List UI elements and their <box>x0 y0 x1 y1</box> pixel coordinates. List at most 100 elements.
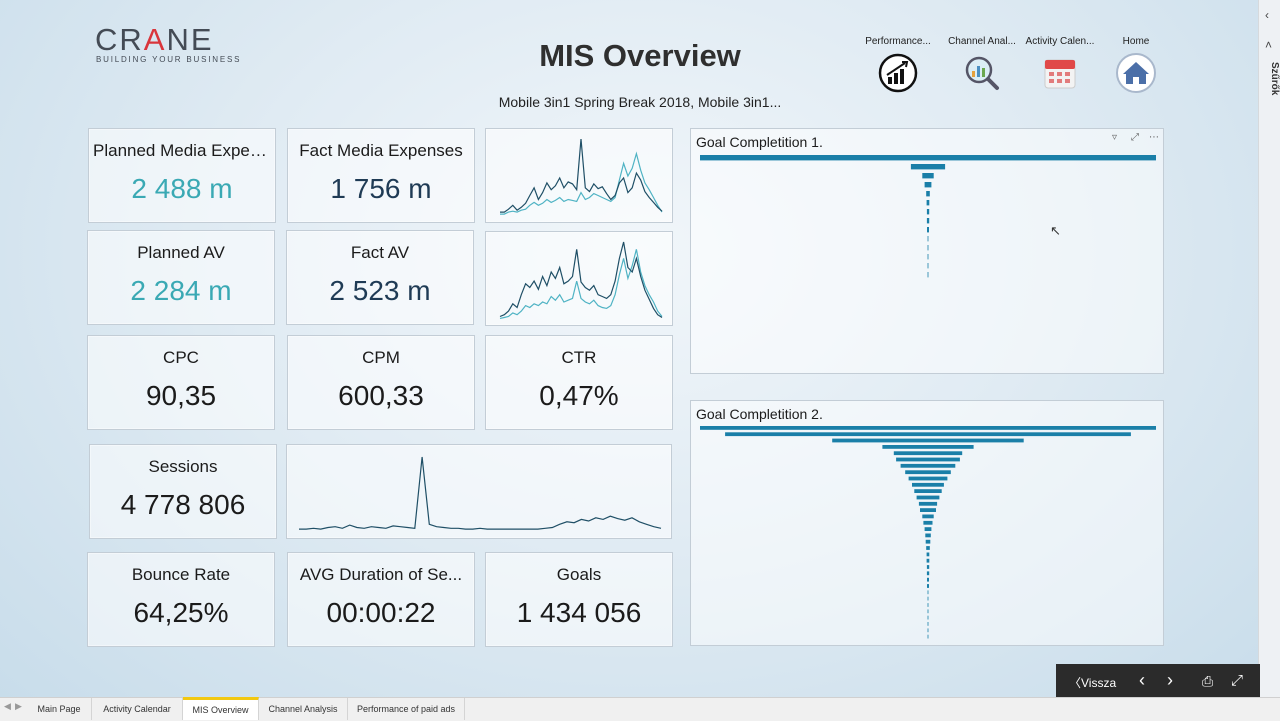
chevron-left-icon[interactable]: ‹ <box>1265 8 1269 22</box>
kpi-cpc[interactable]: CPC 90,35 <box>87 335 275 430</box>
funnel-bar[interactable] <box>926 571 930 576</box>
funnel-bar[interactable] <box>832 438 1024 443</box>
kpi-value: 600,33 <box>338 380 424 411</box>
chevron-up-icon[interactable]: ˄ <box>1265 38 1273 52</box>
funnel-bar[interactable] <box>926 565 930 569</box>
funnel-bar[interactable] <box>893 451 963 456</box>
kpi-bounce-rate[interactable]: Bounce Rate 64,25% <box>87 552 275 647</box>
funnel-bar[interactable] <box>927 254 929 260</box>
funnel-1-bars <box>700 155 1156 278</box>
tab-mis-overview[interactable]: MIS Overview <box>183 697 259 720</box>
sparkline-sessions[interactable] <box>286 444 672 539</box>
funnel-bar[interactable] <box>927 236 929 242</box>
funnel-bar[interactable] <box>927 227 929 233</box>
funnel-bar[interactable] <box>910 164 946 170</box>
funnel-bar[interactable] <box>896 457 960 462</box>
funnel-bar[interactable] <box>924 182 932 188</box>
nav-activity-calendar-button[interactable]: Activity Calen... <box>1015 36 1105 98</box>
print-icon[interactable]: ⎙ <box>1202 673 1214 689</box>
sparkline-av[interactable] <box>485 231 673 326</box>
funnel-bar[interactable] <box>918 501 938 506</box>
funnel-bar[interactable] <box>926 191 930 197</box>
funnel-bar[interactable] <box>927 272 929 278</box>
tab-main-page[interactable]: Main Page <box>27 698 92 720</box>
goal-completion-1-funnel[interactable]: Goal Completition 1. ▿ ⤢ ⋯ <box>690 128 1164 374</box>
sparkline-media-expenses[interactable] <box>485 128 673 223</box>
kpi-title: CPC <box>163 348 199 367</box>
filters-pane[interactable] <box>1258 0 1280 697</box>
funnel-bar[interactable] <box>700 155 1156 161</box>
funnel-bar[interactable] <box>926 209 930 215</box>
funnel-bar[interactable] <box>922 514 934 519</box>
kpi-avg-duration[interactable]: AVG Duration of Se... 00:00:22 <box>287 552 475 647</box>
nav-performance-button[interactable]: Performance... <box>853 36 943 98</box>
funnel-bar[interactable] <box>926 546 930 550</box>
tab-scroll-right-icon[interactable]: ▶ <box>15 701 22 711</box>
kpi-title: Bounce Rate <box>131 565 231 584</box>
funnel-bar[interactable] <box>920 508 936 512</box>
funnel-bar[interactable] <box>927 590 929 595</box>
more-options-icon[interactable]: ⋯ <box>1149 132 1159 143</box>
funnel-bar[interactable] <box>914 489 942 493</box>
funnel-bar[interactable] <box>925 539 931 544</box>
funnel-bar[interactable] <box>927 622 929 626</box>
previous-page-button[interactable]: ‹ <box>1139 670 1145 690</box>
goal-completion-2-funnel[interactable]: Goal Completition 2. <box>690 400 1164 646</box>
funnel-bar[interactable] <box>927 634 929 639</box>
tab-performance-paid-ads[interactable]: Performance of paid ads <box>348 698 465 720</box>
exit-fullscreen-icon[interactable]: ⤢ <box>1231 672 1244 689</box>
funnel-bar[interactable] <box>927 615 929 620</box>
tab-channel-analysis[interactable]: Channel Analysis <box>259 698 348 720</box>
funnel-bar[interactable] <box>916 495 940 500</box>
funnel-bar[interactable] <box>927 584 929 588</box>
funnel-bar[interactable] <box>925 533 931 538</box>
kpi-sessions[interactable]: Sessions 4 778 806 <box>89 444 277 539</box>
kpi-planned-av[interactable]: Planned AV 2 284 m <box>87 230 275 325</box>
nav-channel-analysis-button[interactable]: Channel Anal... <box>937 36 1027 98</box>
funnel-bar[interactable] <box>927 628 929 633</box>
sparkline-series-planned <box>500 151 663 215</box>
funnel-bar[interactable] <box>926 218 930 224</box>
kpi-title: Sessions <box>148 457 218 476</box>
funnel-bar[interactable] <box>927 596 929 601</box>
funnel-bar[interactable] <box>700 426 1156 430</box>
focus-mode-icon[interactable]: ⤢ <box>1131 132 1139 143</box>
funnel-bar[interactable] <box>908 476 948 481</box>
back-button[interactable]: 〈Vissza <box>1069 676 1117 690</box>
funnel-bar[interactable] <box>924 527 932 531</box>
funnel-bar[interactable] <box>926 200 930 206</box>
tab-activity-calendar[interactable]: Activity Calendar <box>92 698 183 720</box>
kpi-fact-media-expenses[interactable]: Fact Media Expenses 1 756 m <box>287 128 475 223</box>
funnel-bar[interactable] <box>927 245 929 251</box>
kpi-title: Goals <box>556 565 602 584</box>
funnel-bar[interactable] <box>912 482 944 487</box>
nav-home-button[interactable]: Home <box>1091 36 1181 98</box>
kpi-value: 90,35 <box>145 380 217 411</box>
funnel-bar[interactable] <box>922 173 934 179</box>
funnel-bar[interactable] <box>923 520 933 525</box>
kpi-cpm[interactable]: CPM 600,33 <box>287 335 475 430</box>
funnel-bar[interactable] <box>927 603 929 607</box>
funnel-bar[interactable] <box>927 577 929 582</box>
funnel-bar[interactable] <box>927 263 929 269</box>
next-page-button[interactable]: › <box>1167 670 1173 690</box>
funnel-title: Goal Completition 2. <box>696 406 823 422</box>
kpi-value: 0,47% <box>539 380 619 411</box>
kpi-fact-av[interactable]: Fact AV 2 523 m <box>286 230 474 325</box>
funnel-title: Goal Completition 1. <box>696 134 823 150</box>
kpi-value: 1 756 m <box>330 173 432 204</box>
tab-scroll-left-icon[interactable]: ◀ <box>4 701 11 711</box>
funnel-bar[interactable] <box>905 470 951 475</box>
funnel-bar[interactable] <box>926 558 930 563</box>
filter-icon[interactable]: ▿ <box>1112 132 1118 143</box>
kpi-ctr[interactable]: CTR 0,47% <box>485 335 673 430</box>
funnel-bar[interactable] <box>882 445 974 449</box>
kpi-title: Fact Media Expenses <box>299 141 463 160</box>
kpi-title: Planned Media Expen... <box>93 141 274 160</box>
funnel-bar[interactable] <box>900 463 956 468</box>
kpi-goals[interactable]: Goals 1 434 056 <box>485 552 673 647</box>
funnel-bar[interactable] <box>725 432 1131 437</box>
funnel-bar[interactable] <box>926 552 930 557</box>
kpi-planned-media-expenses[interactable]: Planned Media Expen... 2 488 m <box>88 128 276 223</box>
funnel-bar[interactable] <box>927 609 929 614</box>
